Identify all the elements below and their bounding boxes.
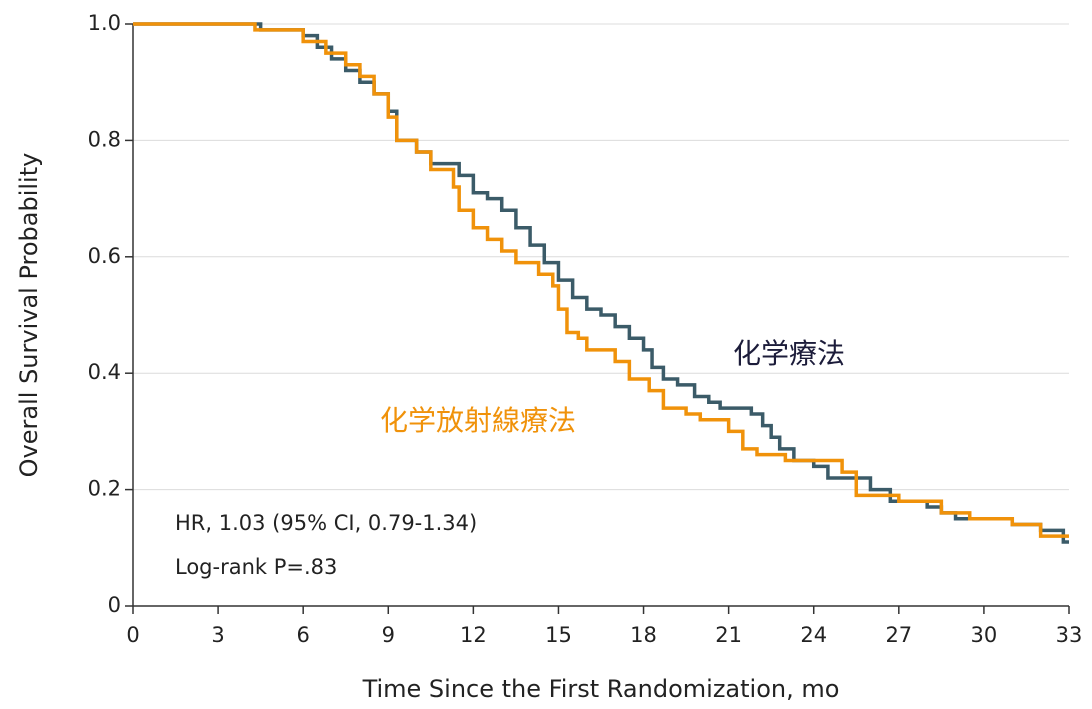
x-tick-label: 21	[715, 623, 742, 647]
series-label: 化学療法	[733, 337, 845, 370]
series-label: 化学放射線療法	[380, 404, 576, 437]
y-tick-label: 1.0	[88, 11, 121, 35]
y-tick-label: 0.8	[88, 127, 121, 151]
x-tick-label: 27	[885, 623, 912, 647]
survival-curve	[133, 22, 1069, 544]
y-tick-label: 0.6	[88, 244, 121, 268]
x-tick-label: 24	[800, 623, 827, 647]
y-tick-label: 0.4	[88, 360, 121, 384]
x-tick-label: 12	[460, 623, 487, 647]
x-tick-label: 9	[382, 623, 395, 647]
y-tick-label: 0.2	[88, 477, 121, 501]
x-tick-label: 18	[630, 623, 657, 647]
survival-curve	[133, 22, 1069, 538]
x-axis-title: Time Since the First Randomization, mo	[362, 675, 840, 703]
x-tick-label: 33	[1056, 623, 1083, 647]
y-tick-label: 0	[108, 593, 121, 617]
x-tick-label: 3	[211, 623, 224, 647]
annotation: HR, 1.03 (95% CI, 0.79-1.34)	[175, 511, 477, 535]
x-tick-label: 15	[545, 623, 572, 647]
x-tick-label: 0	[126, 623, 139, 647]
x-tick-label: 6	[296, 623, 309, 647]
x-tick-label: 30	[971, 623, 998, 647]
annotation: Log-rank P=.83	[175, 555, 337, 579]
y-axis-title: Overall Survival Probability	[15, 153, 43, 478]
